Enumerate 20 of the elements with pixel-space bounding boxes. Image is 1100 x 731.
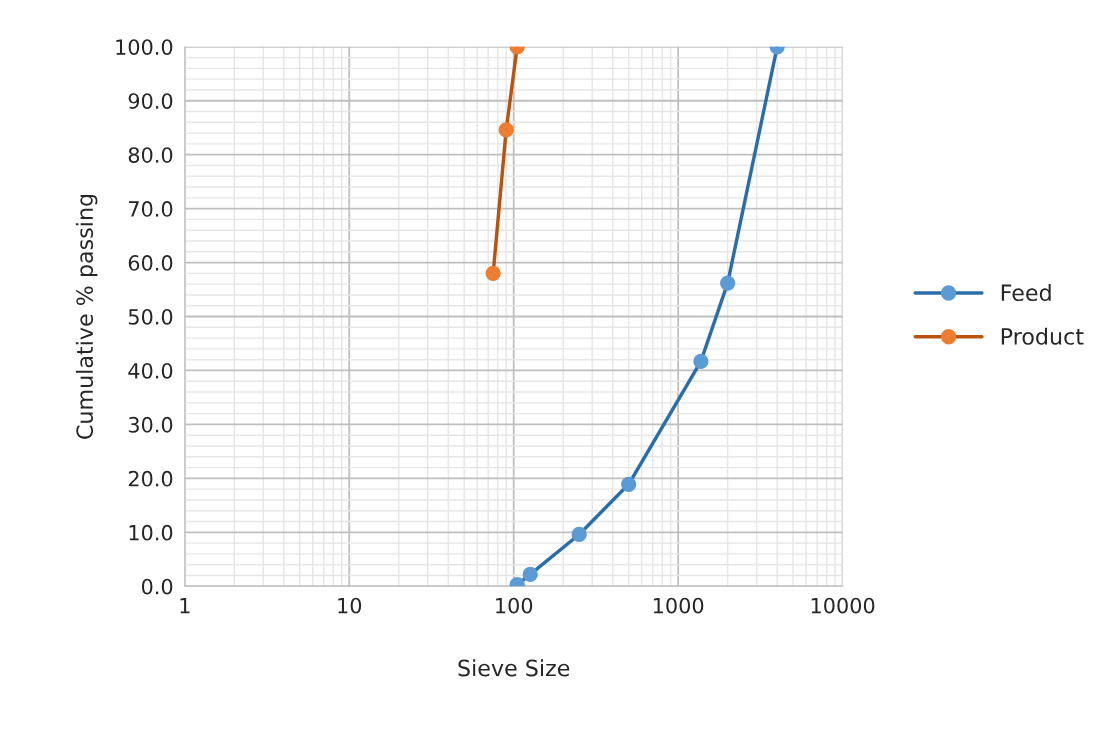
x-axis-title: Sieve Size [458,659,570,677]
y-axis-title: Cumulative % passing [75,194,98,439]
y-tick-label: 0.0 [141,578,173,595]
x-tick-label: 10 [338,597,362,614]
y-tick-label: 70.0 [129,201,173,217]
x-tick-label: 10000 [811,597,875,614]
legend-label: Product [1001,327,1084,345]
y-tick-label: 20.0 [128,470,173,487]
y-tick-label: 90.0 [128,93,173,109]
x-tick-label: 1000 [653,597,704,614]
y-tick-label: 100.0 [116,39,173,55]
y-tick-label: 40.0 [128,362,173,379]
legend-label: Feed [1001,283,1051,302]
y-tick-label: 10.0 [129,524,173,541]
x-tick-label: 100 [496,597,533,614]
x-tick-label: 1 [180,598,190,614]
y-tick-label: 60.0 [128,255,173,271]
y-tick-label: 50.0 [128,308,173,325]
y-tick-label: 80.0 [128,147,173,163]
y-tick-label: 30.0 [128,416,173,433]
